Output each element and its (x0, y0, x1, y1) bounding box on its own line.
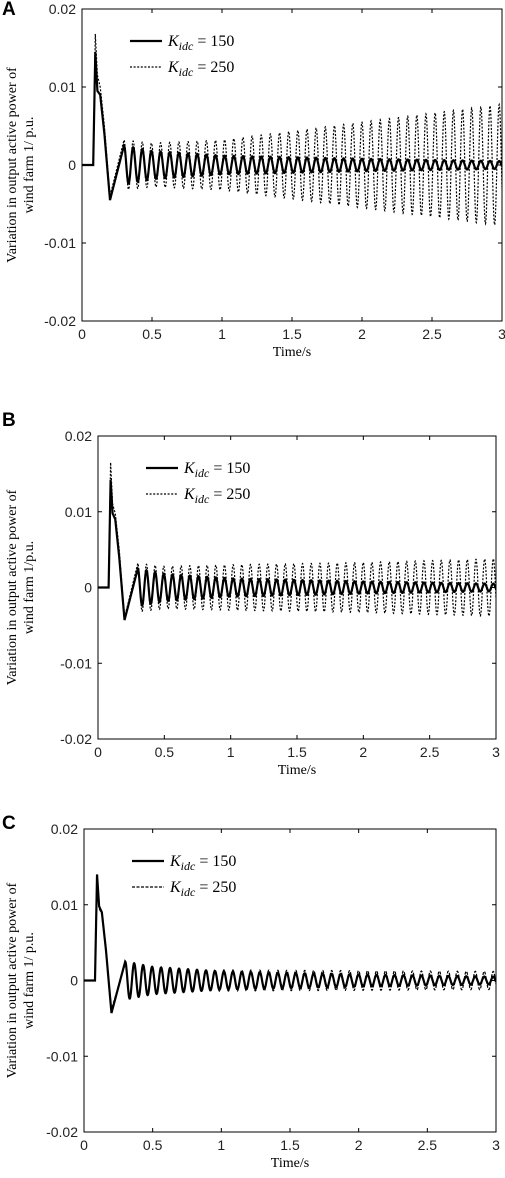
x-tick-label: 2.5 (420, 744, 440, 760)
x-tick-label: 3 (498, 326, 505, 342)
y-tick-label: -0.02 (60, 731, 92, 747)
y-axis-label: wind farm 1/p.u. (22, 541, 37, 634)
x-tick-label: 0 (94, 744, 102, 760)
x-tick-label: 0.5 (155, 744, 175, 760)
y-tick-label: 0 (84, 580, 92, 596)
panel-letter: C (2, 813, 16, 834)
series-line-1 (84, 874, 496, 1014)
y-tick-label: 0.01 (49, 79, 76, 95)
y-tick-label: -0.01 (60, 655, 92, 671)
x-tick-label: 1.5 (287, 744, 307, 760)
x-axis-label: Time/s (271, 1156, 309, 1171)
x-tick-label: 2 (359, 744, 367, 760)
panel-b: B 0.02 0.01 0 -0.01 -0.02 0 0.5 1 1.5 2 2.5 3 Time/s… (0, 393, 505, 785)
y-tick-label: 0.01 (65, 504, 92, 520)
x-tick-label: 1 (217, 1137, 225, 1153)
x-tick-label: 2.5 (418, 1137, 438, 1153)
y-tick-label: 0.01 (51, 897, 78, 913)
x-tick-label: 3 (492, 1137, 500, 1153)
y-tick-label: 0.02 (49, 1, 76, 17)
series-line-2 (98, 462, 496, 618)
legend-label: Kidc = 150 (169, 853, 236, 873)
x-tick-label: 1.5 (282, 326, 302, 342)
y-tick-label: -0.01 (46, 1048, 78, 1064)
x-tick-label: 2.5 (422, 326, 442, 342)
y-tick-label: 0.02 (51, 821, 78, 837)
chart-a: 0.020.010-0.01-0.020 0.5 1 1.5 2 2.5 3Time/sVa… (5, 1, 505, 360)
y-tick-label: -0.01 (44, 235, 76, 251)
y-axis-label: wind farm 1/ p.u. (22, 117, 37, 214)
x-tick-label: 0 (78, 326, 86, 342)
series-line-2 (84, 878, 496, 1010)
y-axis-label: Variation in output active power of (5, 489, 20, 685)
y-axis-label: wind farm 1/ p.u. (22, 932, 37, 1029)
chart-c: 0.020.010-0.01-0.020 0.5 1 1.5 2 2.5 3Time/sVa… (5, 821, 500, 1171)
y-axis-label: Variation in output active power of (5, 67, 20, 263)
y-tick-label: 0.02 (65, 428, 92, 444)
panel-letter: A (2, 0, 16, 20)
series-line-1 (82, 51, 502, 201)
y-axis-label: Variation in output active power of (5, 882, 20, 1078)
legend-label: Kidc = 250 (167, 59, 234, 79)
x-axis-label: Time/s (278, 763, 316, 778)
y-tick-label: 0 (68, 157, 76, 173)
x-tick-label: 3 (492, 744, 500, 760)
legend-label: Kidc = 250 (183, 486, 250, 506)
x-tick-label: 2 (355, 1137, 363, 1153)
y-tick-label: -0.02 (44, 313, 76, 329)
x-axis-label: Time/s (273, 345, 311, 360)
legend-label: Kidc = 150 (183, 460, 250, 480)
x-tick-label: 1 (218, 326, 226, 342)
y-tick-label: 0 (70, 973, 78, 989)
x-tick-label: 0.5 (142, 326, 162, 342)
legend-label: Kidc = 150 (167, 33, 234, 53)
x-tick-label: 1.5 (280, 1137, 300, 1153)
panel-letter: B (2, 410, 16, 431)
y-tick-label: -0.02 (46, 1124, 78, 1140)
panel-a: A 0.02 0.01 0 -0.01 -0.02 0 0.5 1 1.5 2 2.5 3 Time/s… (0, 0, 505, 385)
x-tick-label: 0 (80, 1137, 88, 1153)
x-tick-label: 2 (358, 326, 366, 342)
panel-c: C 0.02 0.01 0 -0.01 -0.02 0 0.5 1 1.5 2 2.5 3 Time/s… (0, 786, 505, 1178)
x-tick-label: 0.5 (143, 1137, 163, 1153)
series-line-2 (82, 33, 502, 227)
legend-label: Kidc = 250 (169, 879, 236, 899)
chart-b: 0.020.010-0.01-0.020 0.5 1 1.5 2 2.5 3Time/sVa… (5, 428, 500, 778)
x-tick-label: 1 (227, 744, 235, 760)
series-line-1 (98, 479, 496, 621)
